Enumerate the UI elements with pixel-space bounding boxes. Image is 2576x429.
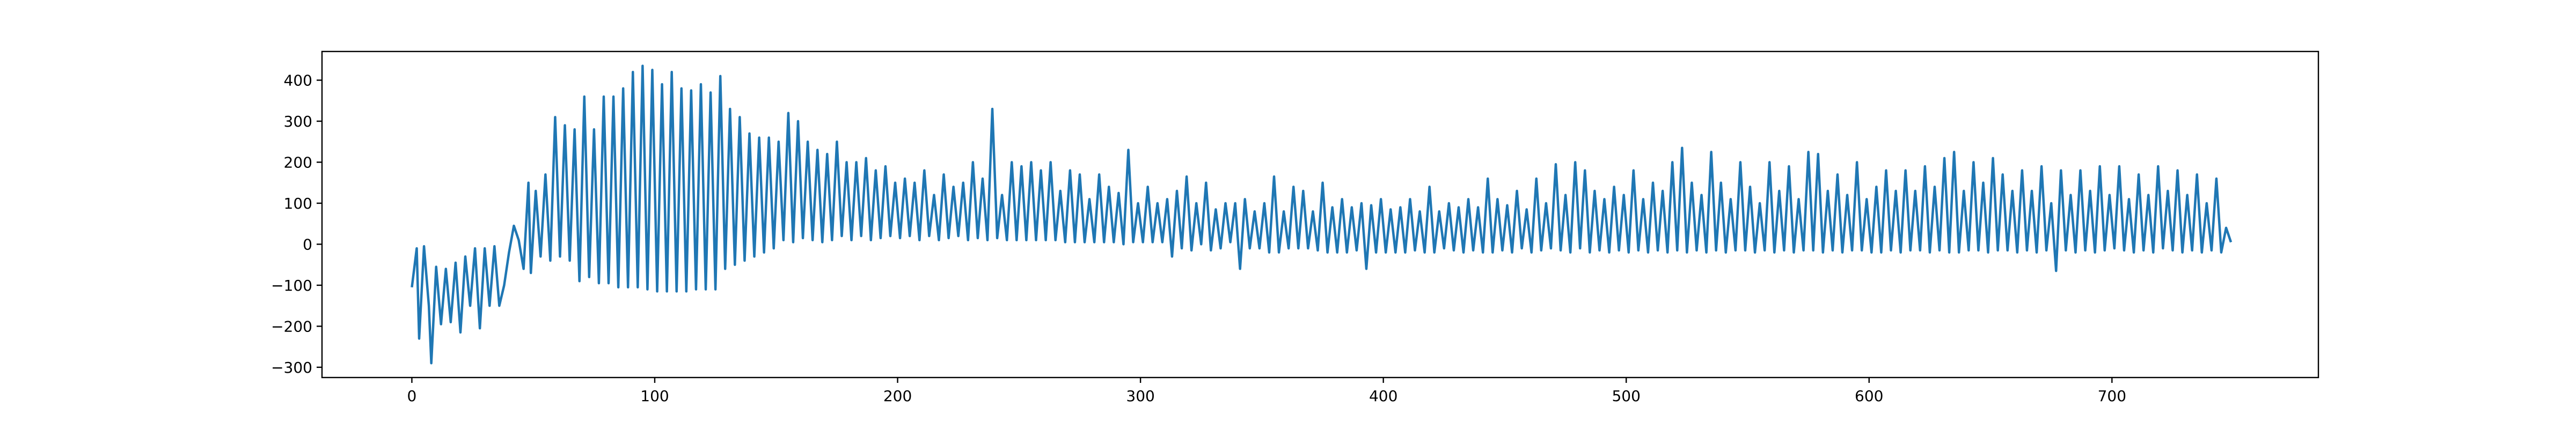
x-tick-label: 0 [407, 387, 417, 405]
x-tick-label: 300 [1126, 387, 1154, 405]
y-axis: −300 −200 −100 0 100 200 300 400 [271, 72, 322, 376]
series-line-0 [411, 64, 2233, 365]
x-axis: 0 100 200 300 400 500 600 700 [407, 378, 2126, 405]
x-tick-label: 200 [883, 387, 912, 405]
y-tick-label: −200 [271, 317, 312, 335]
y-tick-label: 300 [284, 113, 312, 130]
y-tick-label: −300 [271, 359, 312, 376]
y-tick-label: −100 [271, 277, 312, 294]
x-tick-label: 400 [1369, 387, 1397, 405]
x-tick-label: 100 [640, 387, 669, 405]
plot-area-frame [321, 50, 2319, 379]
y-tick-label: 200 [284, 153, 312, 171]
series-layer [411, 64, 2233, 365]
x-tick-label: 500 [1612, 387, 1640, 405]
y-tick-label: 0 [303, 235, 312, 253]
y-tick-label: 400 [284, 72, 312, 90]
y-tick-label: 100 [284, 195, 312, 212]
x-tick-label: 700 [2098, 387, 2126, 405]
x-tick-label: 600 [1855, 387, 1883, 405]
